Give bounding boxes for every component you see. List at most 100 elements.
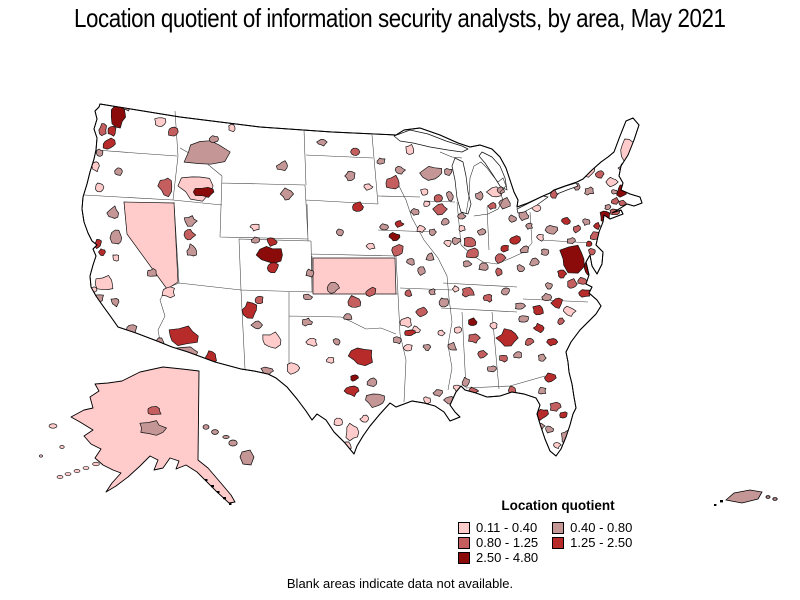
metro-area-region: [416, 225, 426, 233]
metro-area-region: [516, 264, 525, 272]
metro-area-region: [544, 372, 557, 383]
metro-area-region: [557, 269, 568, 279]
metro-area-region: [536, 234, 544, 242]
metro-area-region: [494, 253, 507, 264]
metro-area-region: [594, 170, 605, 179]
legend-column: 0.11 - 0.40 0.80 - 1.25 2.50 - 4.80: [458, 520, 539, 565]
metro-area-region: [482, 293, 493, 303]
metro-area-region: [563, 305, 577, 317]
metro-area-region: [250, 236, 261, 244]
metro-area-region: [438, 297, 449, 308]
metro-area-region: [565, 159, 578, 168]
hawaii-islands: [202, 424, 255, 466]
metro-area-region: [529, 257, 540, 267]
metro-area-region: [518, 315, 529, 323]
legend-item: 0.40 - 0.80: [552, 521, 632, 534]
metro-area-region: [586, 240, 593, 247]
metro-area-region: [443, 240, 452, 248]
metro-area-region: [495, 267, 503, 277]
metro-area-region: [275, 160, 288, 172]
metro-area-region: [186, 243, 197, 257]
metro-area-region: [559, 411, 568, 419]
metro-area-region: [515, 302, 526, 310]
metro-area-region: [168, 126, 179, 137]
metro-area-region: [350, 147, 361, 156]
metro-area-region: [453, 326, 463, 334]
metro-area-region: [487, 202, 497, 210]
metro-area-region: [446, 191, 454, 202]
metro-area-region: [335, 228, 344, 237]
metro-area-region: [365, 242, 376, 250]
lake-michigan: [451, 157, 472, 215]
metro-area-region: [399, 316, 412, 328]
metro-area-region: [509, 235, 521, 245]
metro-area-region: [604, 204, 612, 211]
legend-title: Location quotient: [501, 498, 615, 513]
puerto-rico: [714, 489, 778, 506]
metro-area-region: [593, 222, 601, 230]
metro-area-region: [567, 278, 578, 289]
metro-area-region: [359, 414, 369, 423]
metro-area-region: [477, 350, 488, 359]
metro-area-region: [524, 337, 535, 346]
metro-area-region: [147, 406, 162, 416]
metro-area-region: [208, 135, 219, 144]
metro-area-region: [500, 244, 509, 253]
metro-area-region: [405, 144, 415, 155]
metro-area-region: [385, 174, 400, 190]
metro-area-region: [402, 344, 413, 352]
metro-area-region: [545, 282, 553, 290]
metro-area-region: [139, 420, 167, 436]
map-legend: Location quotient 0.11 - 0.40 0.80 - 1.25…: [458, 498, 658, 564]
metro-area-region: [423, 200, 431, 207]
metro-area-region: [192, 186, 215, 198]
alaska-shape: [70, 366, 236, 504]
metro-area-region: [157, 177, 173, 198]
metro-area-region: [584, 186, 594, 196]
metro-area-region: [316, 138, 328, 147]
legend-swatch: [552, 537, 565, 549]
region-nevada-balance: [123, 201, 179, 290]
metro-area-region: [495, 328, 519, 347]
metro-area-region: [557, 317, 565, 325]
legend-item: 2.50 - 4.80: [458, 550, 539, 565]
metro-area-region: [183, 215, 198, 227]
metro-area-region: [546, 338, 559, 347]
metro-area-region: [525, 222, 533, 230]
legend-label: 0.80 - 1.25: [476, 535, 539, 550]
lake-superior: [393, 129, 469, 153]
metro-area-region: [347, 347, 373, 367]
legend-item: 0.80 - 1.25: [458, 535, 539, 550]
metro-area-region: [404, 289, 413, 297]
metro-area-region: [561, 217, 571, 225]
metro-area-region: [499, 354, 508, 363]
page-title: Location quotient of information securit…: [74, 3, 726, 33]
legend-swatch: [458, 552, 470, 564]
metro-area-region: [98, 123, 107, 137]
metro-area-region: [114, 167, 123, 176]
metro-area-region: [394, 220, 405, 228]
metro-area-region: [393, 336, 402, 345]
metro-area-region: [343, 313, 353, 321]
metro-area-region: [549, 401, 562, 412]
puerto-rico-main: [725, 489, 763, 504]
metro-area-region: [303, 293, 313, 300]
metro-area-region: [112, 254, 120, 262]
metro-area-region: [376, 157, 386, 165]
metro-area-region: [391, 244, 404, 257]
metro-area-region: [432, 389, 443, 397]
legend-label: 0.11 - 0.40: [476, 520, 538, 535]
metro-area-region: [183, 229, 197, 241]
alaska-panhandle-islets: [205, 479, 232, 505]
hawaii-molokai: [222, 435, 230, 439]
metro-area-region: [478, 262, 489, 271]
legend-label: 2.50 - 4.80: [476, 550, 539, 565]
metro-area-region: [428, 288, 436, 296]
metro-area-region: [161, 286, 175, 299]
metro-area-region: [325, 356, 335, 364]
metro-area-region: [605, 176, 619, 188]
land-base: [39, 103, 778, 506]
metro-area-region: [305, 268, 315, 278]
metro-area-region: [350, 374, 359, 382]
